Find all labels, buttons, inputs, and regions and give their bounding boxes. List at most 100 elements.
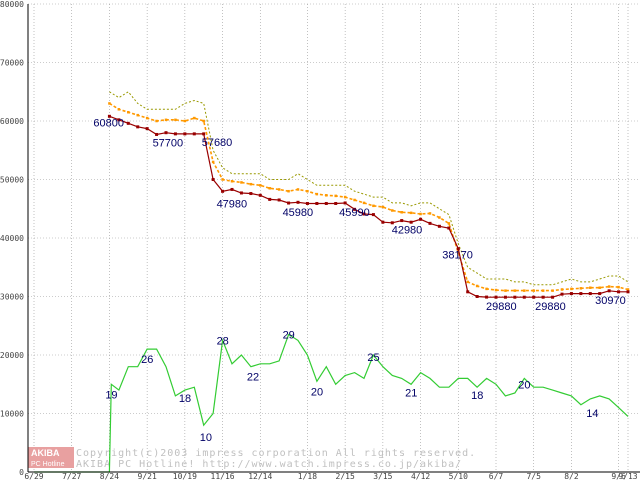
series-point-average (607, 285, 611, 288)
data-label: 29880 (535, 301, 566, 313)
series-point-minimum (277, 198, 281, 202)
data-label: 14 (586, 408, 598, 420)
series-point-minimum (409, 220, 413, 224)
series-line-average (108, 102, 629, 292)
series-point-minimum (211, 178, 215, 181)
data-label: 26 (141, 354, 153, 366)
data-label: 45990 (339, 207, 370, 219)
data-label: 30970 (595, 295, 626, 307)
series-point-minimum (287, 201, 291, 205)
series-point-average (211, 160, 215, 164)
series-point-minimum (117, 118, 121, 122)
series-point-average (353, 198, 356, 202)
series-point-minimum (551, 295, 555, 299)
series-point-average (221, 178, 224, 181)
series-point-average (202, 119, 205, 123)
data-label: 18 (471, 390, 483, 402)
series-point-average (164, 118, 168, 122)
series-point-average (617, 285, 620, 289)
x-tick-label: 9/13 (618, 472, 637, 480)
x-tick-label: 8/24 (100, 472, 119, 480)
series-point-minimum (164, 131, 168, 135)
data-label: 20 (311, 386, 323, 398)
logo-bottom-box (28, 458, 74, 468)
series-line-upper (109, 91, 629, 286)
series-point-average (268, 187, 271, 190)
x-tick-label: 8/2 (564, 472, 579, 480)
series-point-minimum (475, 295, 479, 298)
y-tick-label: 20000 (0, 351, 24, 360)
annotations: 60800 57700 57680 47980 45980 45990 42980 38170… (93, 117, 625, 444)
series-point-average (183, 119, 187, 123)
series-point-average (306, 189, 309, 193)
series-point-minimum (371, 213, 375, 217)
series-point-minimum (107, 114, 111, 118)
x-tick-label: 1/18 (298, 472, 317, 480)
site-text: AKIBA PC Hotline! http://www.watch.impre… (76, 459, 462, 470)
series-point-minimum (173, 132, 177, 136)
series-point-average (249, 182, 253, 186)
series-point-average (419, 212, 422, 216)
x-tick-label: 4/12 (411, 472, 430, 480)
series-point-average (428, 212, 432, 215)
series-point-minimum (513, 295, 517, 299)
series-point-average (136, 113, 139, 117)
series-point-minimum (334, 201, 338, 205)
series-point-average (589, 286, 592, 289)
series-point-average (334, 194, 337, 198)
data-label: 29880 (486, 301, 517, 313)
series-point-minimum (324, 201, 328, 205)
series-point-minimum (192, 132, 196, 136)
x-tick-label: 12/14 (248, 472, 272, 480)
x-tick-label: 7/5 (526, 472, 541, 480)
series-point-average (504, 289, 507, 292)
series-point-average (400, 211, 403, 214)
series-point-minimum (136, 125, 140, 129)
series-point-average (127, 110, 130, 114)
data-label: 57680 (202, 137, 233, 149)
series-point-minimum (522, 295, 526, 299)
series-point-minimum (239, 191, 243, 195)
y-tick-label: 30000 (0, 293, 24, 302)
series-point-minimum (588, 292, 592, 296)
series-point-average (438, 216, 441, 219)
series-point-average (277, 188, 281, 191)
copyright-text: Copyright(c)2003 impress corporation All… (76, 448, 476, 459)
series-point-average (287, 189, 290, 193)
series-point-average (570, 287, 573, 291)
data-label: 47980 (217, 198, 248, 210)
series-point-average (108, 102, 111, 105)
series-point-average (447, 222, 451, 225)
series-point-minimum (221, 189, 225, 193)
series-point-minimum (230, 187, 234, 191)
series-point-minimum (503, 295, 507, 299)
series-point-minimum (145, 127, 149, 131)
series-point-average (391, 209, 394, 212)
x-tick-label: 10/19 (173, 472, 197, 480)
series-point-minimum (466, 290, 470, 294)
series-point-minimum (315, 201, 319, 205)
series-point-minimum (155, 132, 159, 136)
watermark: AKIBA PC Hotline Copyright(c)2003 impres… (28, 447, 476, 470)
y-tick-label: 70000 (0, 59, 24, 68)
series-point-minimum (343, 201, 347, 205)
grid (28, 3, 640, 472)
series-point-minimum (126, 121, 130, 125)
series-point-average (315, 192, 319, 196)
x-tick-label: 7/27 (62, 472, 81, 480)
data-label: 60800 (93, 117, 124, 129)
x-tick-label: 11/16 (211, 472, 235, 480)
series-point-minimum (183, 132, 187, 136)
series-point-average (362, 201, 366, 205)
y-tick-label: 60000 (0, 117, 24, 126)
data-label: 45980 (283, 207, 314, 219)
series-point-average (551, 289, 554, 292)
series-point-average (193, 116, 196, 120)
logo-top-text: AKIBA (31, 448, 60, 458)
data-label: 18 (179, 393, 191, 405)
series-point-minimum (541, 295, 545, 299)
series-point-minimum (569, 292, 573, 296)
series-line-count (34, 333, 629, 473)
series-point-minimum (437, 224, 441, 228)
series-point-minimum (617, 290, 621, 294)
